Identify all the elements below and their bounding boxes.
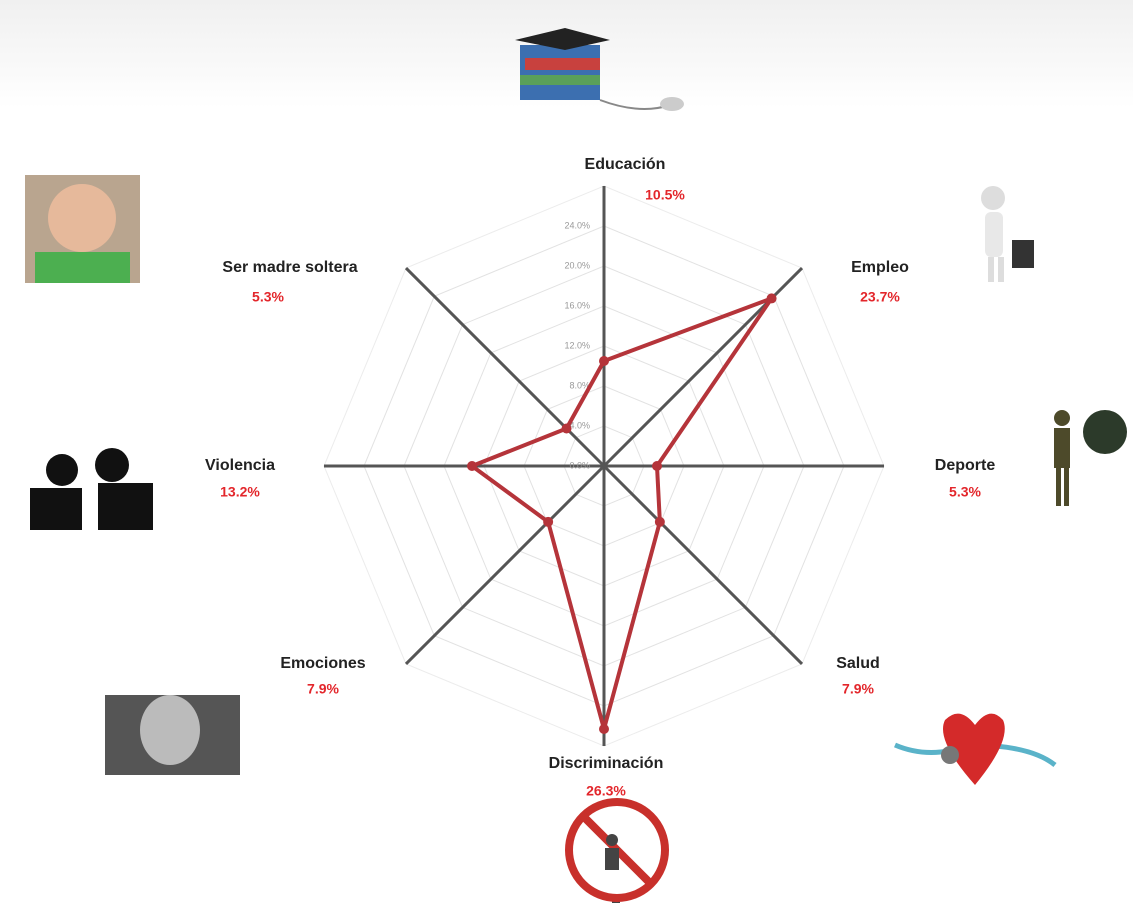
r-tick-label: 12.0% [564, 340, 590, 350]
sport-icon [1054, 410, 1127, 506]
r-tick-label: 20.0% [564, 260, 590, 270]
value-label: 10.5% [645, 187, 685, 203]
r-tick-label: 16.0% [564, 300, 590, 310]
point [766, 293, 777, 304]
baby-photo [25, 175, 140, 283]
value-label: 5.3% [949, 484, 981, 500]
violence-photo [25, 440, 155, 530]
businessman-icon [981, 186, 1034, 282]
value-label: 7.9% [307, 681, 339, 697]
value-label: 23.7% [860, 289, 900, 305]
point [561, 423, 572, 434]
point [467, 461, 477, 471]
r-tick-label: 4.0% [569, 420, 590, 430]
icons [25, 28, 1127, 903]
value-label: 13.2% [220, 484, 260, 500]
category-label: Educación [585, 156, 666, 173]
education-icon [515, 28, 684, 111]
point [654, 516, 665, 527]
point [652, 461, 662, 471]
r-tick-label: 8.0% [569, 380, 590, 390]
category-label: Violencia [205, 457, 275, 474]
point [599, 356, 609, 366]
category-label: Emociones [280, 655, 365, 672]
category-label: Empleo [851, 259, 909, 276]
category-label: Deporte [935, 457, 996, 474]
r-tick-label: 24.0% [564, 220, 590, 230]
point [543, 516, 554, 527]
health-icon [894, 713, 1057, 785]
value-label: 26.3% [586, 783, 626, 799]
category-label: Discriminación [549, 755, 664, 772]
category-label: Ser madre soltera [222, 259, 357, 276]
value-label: 5.3% [252, 289, 284, 305]
discrimination-icon [565, 798, 669, 903]
category-label: Salud [836, 655, 880, 672]
axis-line [404, 266, 606, 468]
axis-line [404, 464, 606, 666]
value-label: 7.9% [842, 681, 874, 697]
emotions-photo [105, 695, 240, 775]
r-tick-label: 0.0% [569, 460, 590, 470]
axis-line [602, 464, 804, 666]
point [599, 724, 609, 734]
